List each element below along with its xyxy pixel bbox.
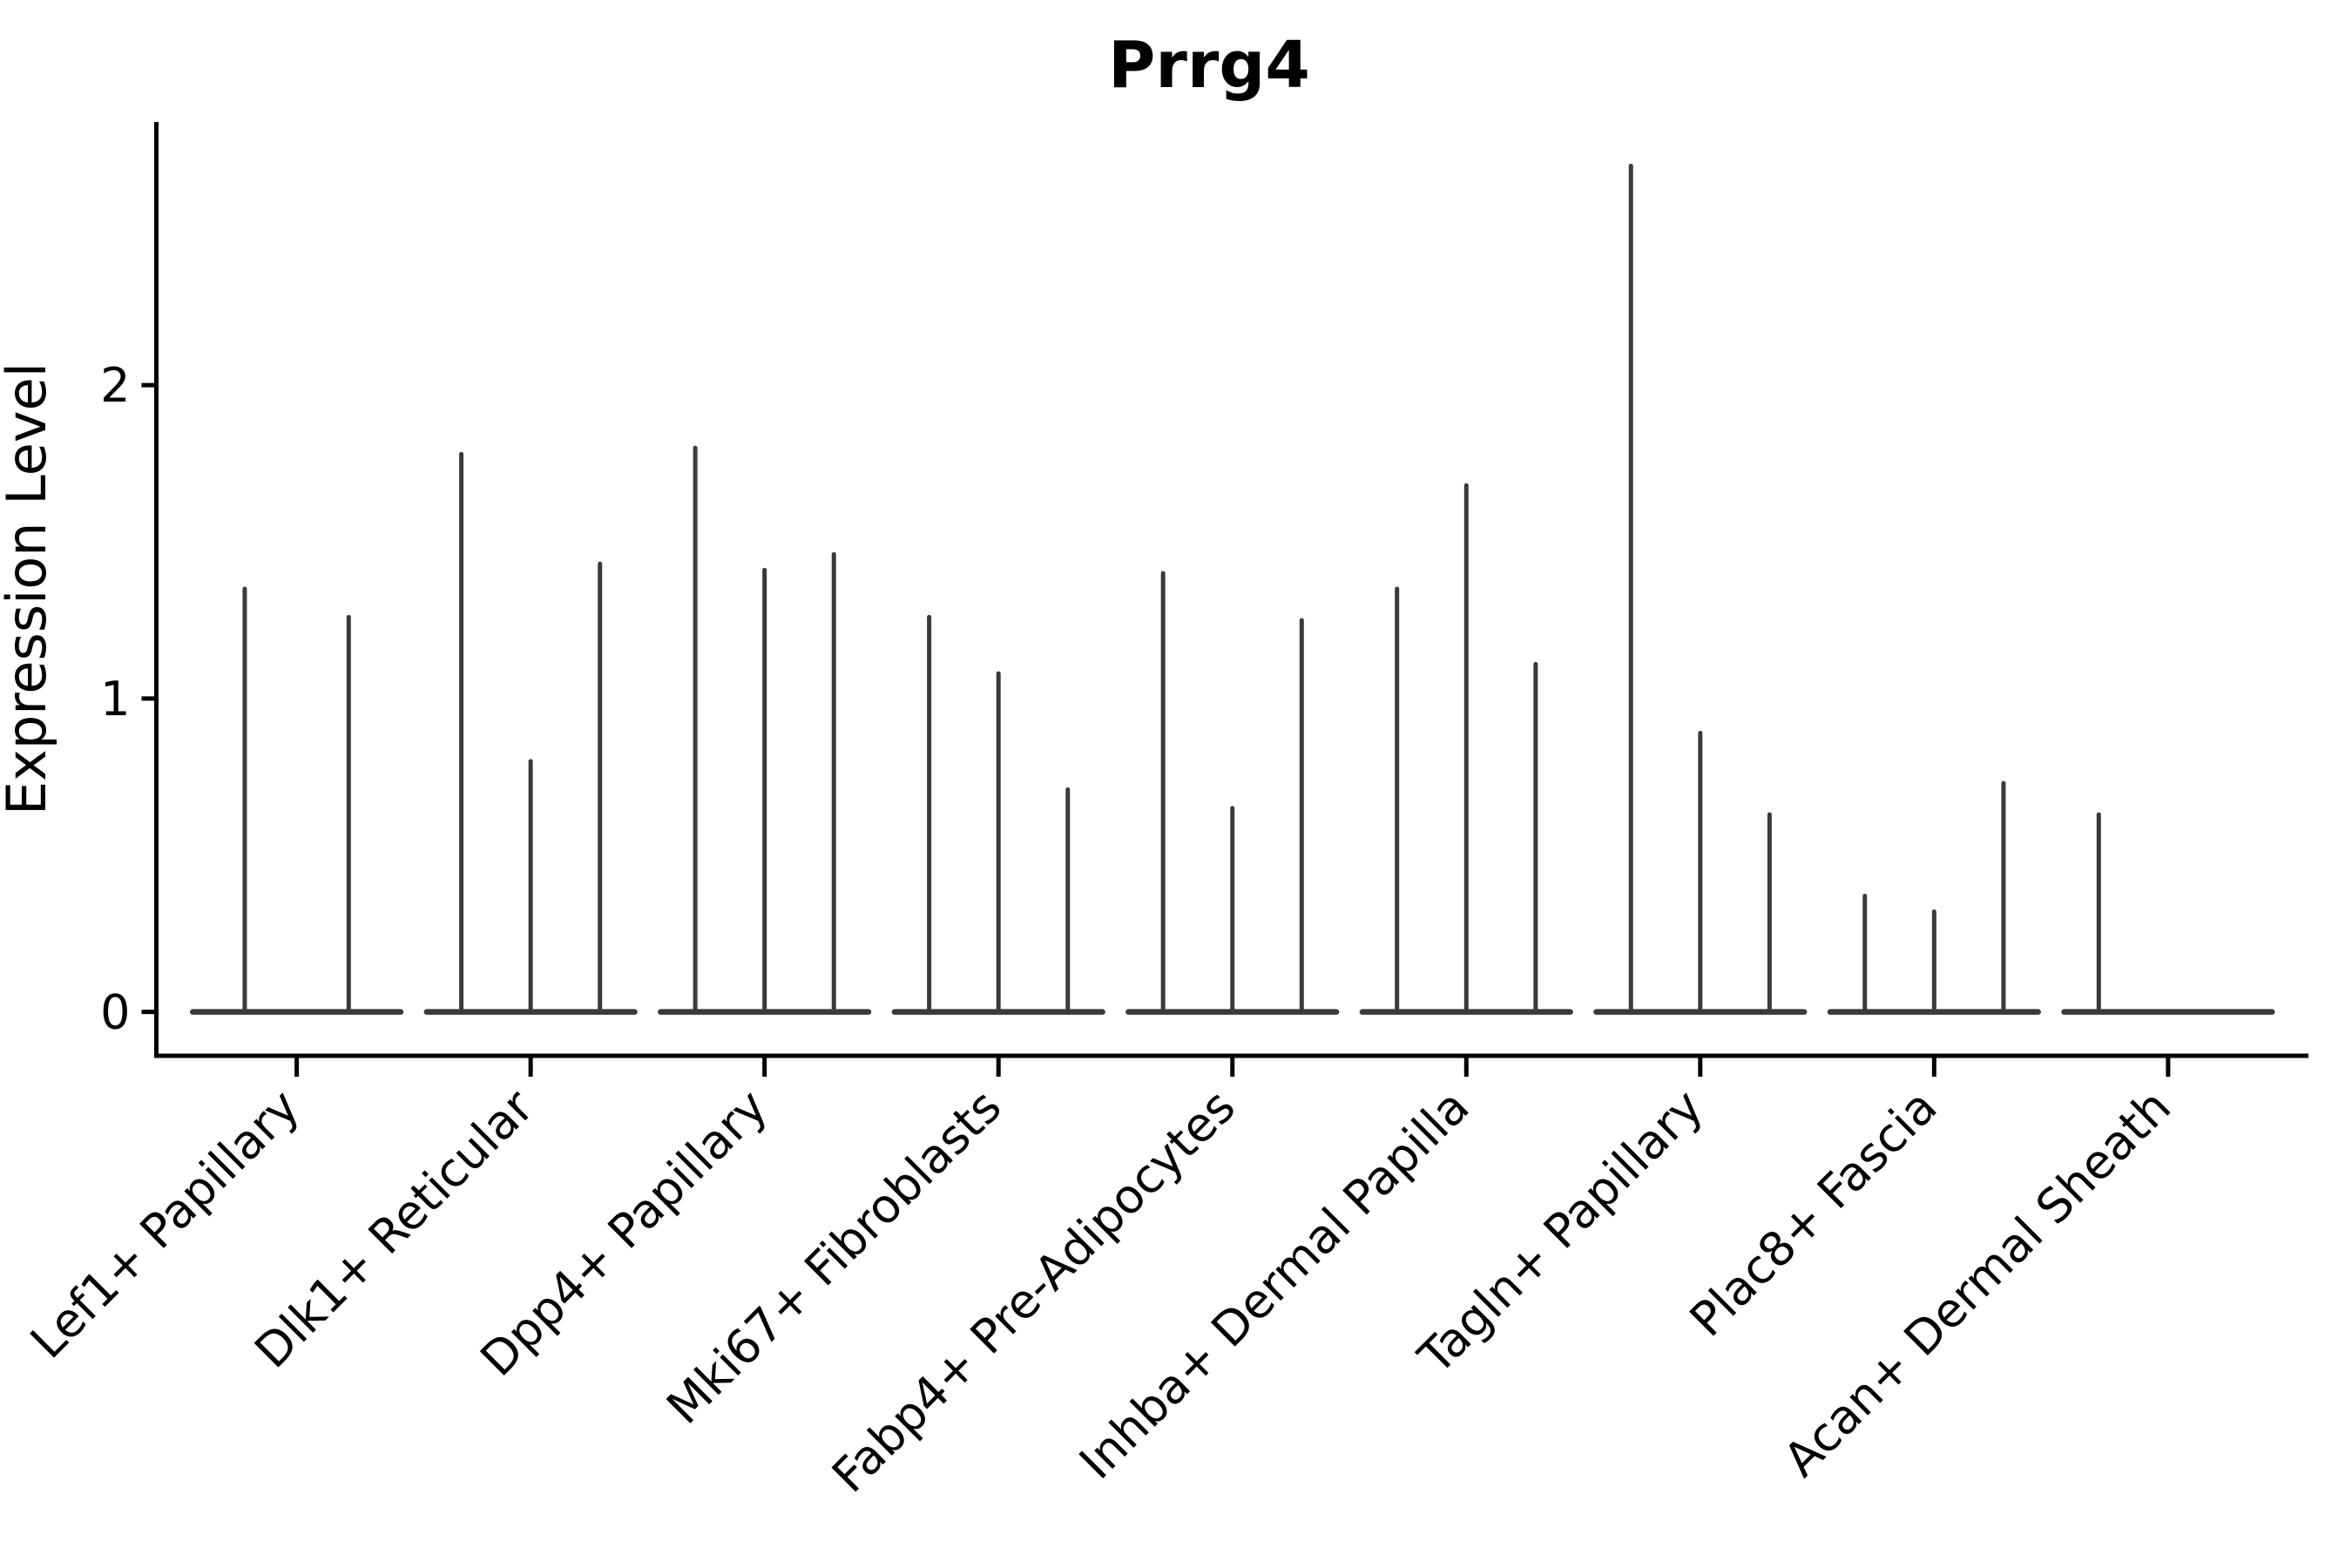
x-tick-label: Plac8+ Fascia [1680,1079,1948,1348]
y-tick-label: 1 [100,672,130,727]
x-tick-label: Fabp4+ Pre-Adipocytes [821,1079,1246,1504]
y-tick-label: 0 [100,985,130,1040]
violins-layer [190,163,2275,1015]
y-tick-label: 2 [100,358,130,413]
x-tick-label: Acan+ Dermal Sheath [1774,1079,2181,1487]
y-axis-label: Expression Level [0,362,58,815]
x-tick-label: Inhba+ Dermal Papilla [1069,1079,1479,1490]
chart-title: Prrg4 [1108,28,1310,103]
